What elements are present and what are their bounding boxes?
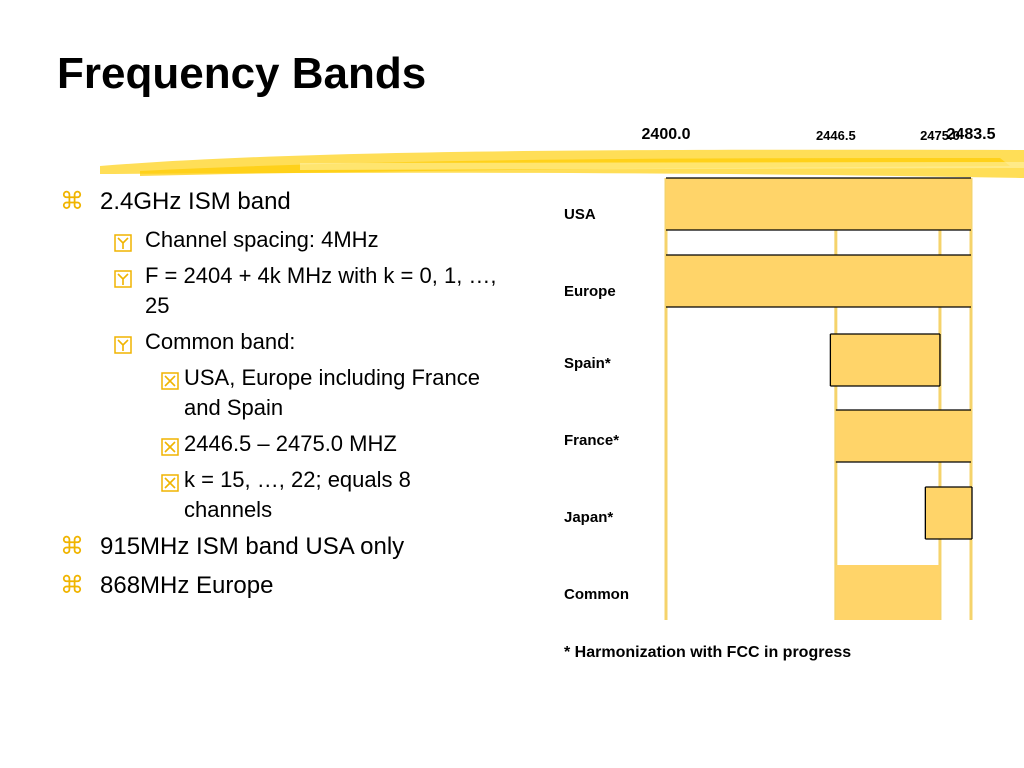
checkbox-x-icon — [161, 470, 179, 500]
bullet-text: Channel spacing: 4MHz — [145, 227, 379, 252]
footnote: * Harmonization with FCC in progress — [564, 644, 852, 661]
bullet-item: USA, Europe including France and Spain — [60, 363, 500, 423]
checkbox-y-icon — [114, 332, 132, 362]
bullet-text: F = 2404 + 4k MHz with k = 0, 1, …, 25 — [145, 263, 497, 318]
band-bar — [835, 565, 940, 620]
frequency-gridlines — [664, 178, 973, 620]
checkbox-y-icon — [114, 266, 132, 296]
bullet-text: USA, Europe including France and Spain — [184, 365, 480, 420]
bullet-item: ⌘ 2.4GHz ISM band — [60, 186, 500, 217]
bullet-item: k = 15, …, 22; equals 8 channels — [60, 465, 500, 525]
slide-title: Frequency Bands — [57, 49, 427, 98]
command-bullet-icon: ⌘ — [60, 533, 84, 560]
region-label: France* — [564, 432, 619, 449]
checkbox-x-icon — [161, 368, 179, 398]
bullet-item: ⌘ 915MHz ISM band USA only — [60, 531, 500, 562]
bullet-item: Channel spacing: 4MHz — [60, 225, 500, 255]
bullet-text: 915MHz ISM band USA only — [100, 533, 405, 560]
band-bar — [666, 255, 971, 307]
region-label: Spain* — [564, 355, 611, 372]
tick-label: 2475.0 — [920, 128, 960, 143]
checkbox-y-icon — [114, 230, 132, 260]
region-labels: USA Europe Spain* France* Japan* Common — [564, 206, 629, 603]
command-bullet-icon: ⌘ — [60, 188, 84, 215]
region-label: USA — [564, 206, 596, 223]
bullet-text: Common band: — [145, 329, 296, 354]
checkbox-x-icon — [161, 434, 179, 464]
band-bar — [830, 334, 940, 386]
bullet-item: 2446.5 – 2475.0 MHZ — [60, 429, 500, 459]
bullet-item: F = 2404 + 4k MHz with k = 0, 1, …, 25 — [60, 261, 500, 321]
band-bar — [925, 487, 972, 539]
header-swoosh — [100, 149, 1024, 178]
bullet-item: ⌘ 868MHz Europe — [60, 570, 500, 601]
region-label: Europe — [564, 283, 616, 300]
bullet-text: 868MHz Europe — [100, 572, 274, 599]
bullet-text: k = 15, …, 22; equals 8 channels — [184, 467, 411, 522]
bullet-text: 2446.5 – 2475.0 MHZ — [184, 431, 397, 456]
tick-label: 2483.5 — [947, 126, 996, 143]
region-label: Japan* — [564, 509, 613, 526]
tick-label: 2446.5 — [816, 128, 856, 143]
tick-label: 2400.0 — [642, 126, 691, 143]
bullet-list: ⌘ 2.4GHz ISM band Channel spacing: 4MHz F =… — [60, 186, 500, 609]
command-bullet-icon: ⌘ — [60, 572, 84, 599]
band-bars — [666, 177, 973, 620]
bullet-item: Common band: — [60, 327, 500, 357]
band-bar — [835, 410, 971, 462]
bullet-text: 2.4GHz ISM band — [100, 188, 291, 215]
band-bar — [666, 178, 971, 230]
region-label: Common — [564, 586, 629, 603]
